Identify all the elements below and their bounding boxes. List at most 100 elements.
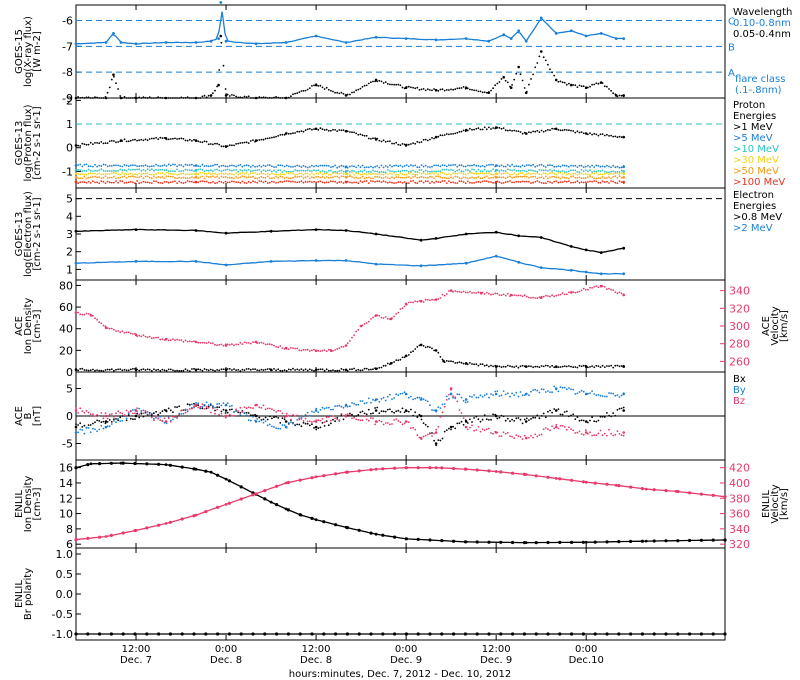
data-point [140,411,143,414]
data-point [271,180,273,183]
data-point [412,301,414,304]
data-point [416,434,419,437]
data-point [290,180,292,183]
data-point [212,405,214,407]
data-point [115,418,117,420]
data-point [547,428,549,431]
data-point [477,172,480,175]
data-point [287,180,290,183]
data-point [252,415,254,418]
data-point [524,132,528,135]
data-point [454,163,457,166]
data-point [475,170,478,173]
data-point [393,171,395,174]
data-point [614,166,617,169]
data-point [538,55,541,58]
data-point [205,169,208,172]
data-point [370,165,372,168]
data-point [553,172,556,175]
data-point [574,418,577,420]
data-point [136,407,139,409]
data-point [386,177,389,179]
data-point [504,294,507,297]
data-point [490,432,492,434]
data-point [418,169,421,171]
data-point [542,56,545,59]
data-point [299,513,303,517]
data-point [538,181,541,183]
data-point [344,129,348,133]
data-point [199,171,202,174]
data-point [395,176,398,179]
data-point [332,415,334,417]
data-point [79,177,82,180]
data-point [251,632,255,636]
data-point [580,177,583,180]
data-point [106,165,109,168]
data-point [466,164,469,167]
data-point [414,348,417,350]
data-point [374,407,376,409]
data-point [618,166,621,169]
data-point [241,175,244,178]
data-point [113,328,115,331]
data-point [321,418,324,420]
data-point [676,539,680,543]
data-point [365,367,368,370]
data-point [404,466,408,470]
data-point [113,369,115,372]
data-point [314,475,318,479]
data-point [237,170,240,173]
data-point [209,175,212,178]
data-point [559,165,562,168]
data-point [239,176,242,179]
data-point [608,88,610,90]
data-point [142,139,145,142]
data-point [182,176,185,179]
data-point [119,168,122,171]
y-tick-label: -1.0 [52,628,73,641]
data-point [485,180,488,183]
data-point [275,427,277,429]
data-point [445,89,448,91]
data-point [370,177,372,180]
flare-note: (.1-.8nm) [735,85,782,96]
data-point [266,182,269,185]
data-point [404,420,408,423]
data-point [553,295,556,298]
data-point [450,181,452,184]
data-point [172,163,174,166]
data-point [74,368,78,372]
data-point [424,173,427,176]
data-point [536,62,539,64]
data-point [247,164,250,167]
data-point [381,467,385,471]
data-point [551,182,553,184]
y-axis-label: Ion Density [23,476,34,533]
data-point [532,181,534,184]
data-point [306,411,309,414]
data-point [582,181,585,184]
data-point [224,412,227,414]
y-axis-label: [cm-3] [32,309,43,342]
data-point [483,180,486,182]
data-point [159,412,162,414]
data-point [256,177,259,180]
data-point [572,130,575,132]
data-point [163,417,166,420]
data-point [228,172,231,175]
data-point [477,364,480,367]
data-point [292,176,294,179]
data-point [148,335,151,338]
data-point [249,407,252,409]
data-point [506,364,509,367]
data-point [77,424,79,426]
data-point [266,368,269,370]
data-point [344,229,348,232]
data-point [469,88,471,91]
data-point [150,165,153,168]
data-point [549,429,551,432]
data-point [243,164,246,167]
data-point [434,466,438,470]
data-point [142,412,145,415]
